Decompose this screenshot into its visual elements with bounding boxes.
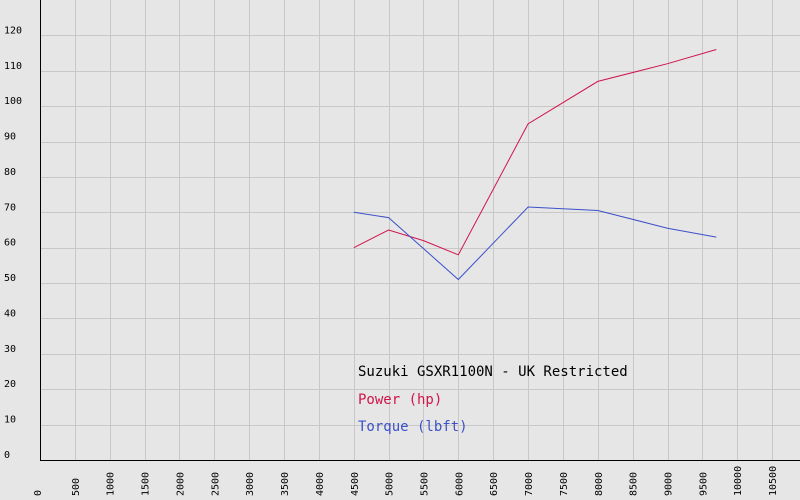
axes xyxy=(40,0,800,461)
y-tick-label: 20 xyxy=(4,379,16,390)
y-tick-label: 70 xyxy=(4,202,16,213)
x-tick-label: 7500 xyxy=(559,472,570,496)
y-tick-label: 110 xyxy=(4,61,22,72)
series-line-torque xyxy=(353,206,717,281)
y-tick-label: 0 xyxy=(4,450,10,461)
series-lines xyxy=(353,49,717,281)
x-tick-label: 10500 xyxy=(768,466,779,496)
y-tick-labels: 0 10 20 30 40 50 60 70 80 90 100 110 120 xyxy=(4,25,22,461)
x-tick-label: 6500 xyxy=(489,472,500,496)
x-tick-label: 5000 xyxy=(385,472,396,496)
y-tick-label: 40 xyxy=(4,308,16,319)
x-tick-label: 9000 xyxy=(664,472,675,496)
x-tick-label: 4500 xyxy=(350,472,361,496)
y-tick-label: 50 xyxy=(4,273,16,284)
y-tick-label: 60 xyxy=(4,238,16,249)
x-tick-label: 7000 xyxy=(524,472,535,496)
legend-torque: Torque (lbft) xyxy=(358,419,468,435)
x-tick-label: 2000 xyxy=(175,472,186,496)
x-tick-label: 6000 xyxy=(454,472,465,496)
x-tick-label: 3000 xyxy=(245,472,256,496)
x-tick-label: 0 xyxy=(33,490,44,496)
x-tick-label: 500 xyxy=(71,478,82,496)
y-tick-label: 100 xyxy=(4,96,22,107)
y-tick-label: 120 xyxy=(4,25,22,36)
x-tick-label: 9500 xyxy=(698,472,709,496)
x-tick-label: 1000 xyxy=(106,472,117,496)
plot-area xyxy=(40,0,800,460)
x-tick-label: 10000 xyxy=(733,466,744,496)
x-tick-label: 8500 xyxy=(629,472,640,496)
y-tick-label: 90 xyxy=(4,132,16,143)
x-tick-label: 4000 xyxy=(315,472,326,496)
x-tick-labels: 0 500 1000 1500 2000 2500 3000 3500 4000 4500 5000… xyxy=(33,466,779,496)
legend: Suzuki GSXR1100N - UK Restricted Power (… xyxy=(358,364,628,435)
x-tick-label: 8000 xyxy=(594,472,605,496)
x-tick-label: 1500 xyxy=(141,472,152,496)
x-tick-label: 2500 xyxy=(210,472,221,496)
x-tick-label: 5500 xyxy=(419,472,430,496)
x-tick-label: 3500 xyxy=(280,472,291,496)
series-line-power xyxy=(353,49,717,256)
legend-power: Power (hp) xyxy=(358,392,442,408)
y-tick-label: 80 xyxy=(4,167,16,178)
grid xyxy=(40,0,800,460)
y-tick-label: 30 xyxy=(4,344,16,355)
chart-title: Suzuki GSXR1100N - UK Restricted xyxy=(358,364,628,380)
y-tick-label: 10 xyxy=(4,415,16,426)
